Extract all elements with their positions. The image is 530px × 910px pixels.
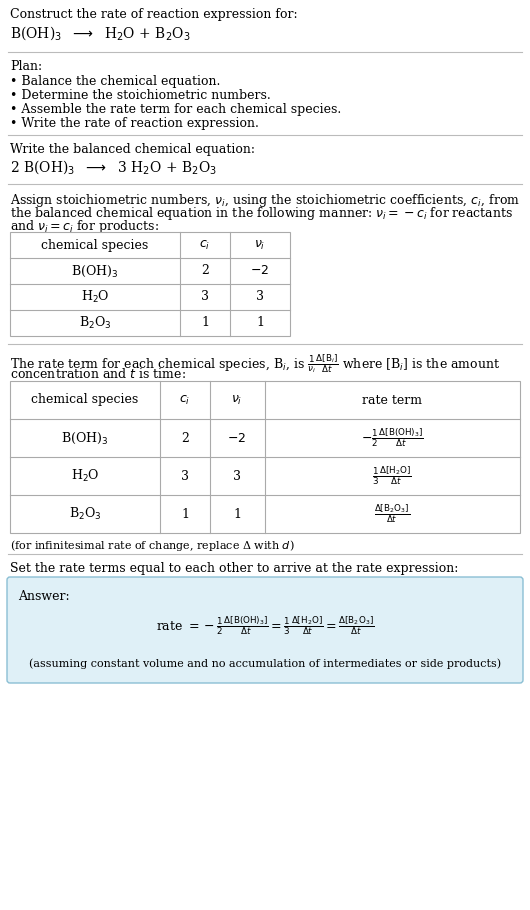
Text: Answer:: Answer: bbox=[18, 590, 69, 603]
Text: 1: 1 bbox=[201, 317, 209, 329]
Text: (for infinitesimal rate of change, replace Δ with $d$): (for infinitesimal rate of change, repla… bbox=[10, 538, 295, 553]
Bar bbox=[10, 232, 290, 336]
Text: 3: 3 bbox=[181, 470, 189, 482]
Text: B(OH)$_3$: B(OH)$_3$ bbox=[61, 430, 109, 446]
Text: H$_2$O: H$_2$O bbox=[70, 468, 99, 484]
Text: $c_i$: $c_i$ bbox=[179, 393, 191, 407]
Text: • Assemble the rate term for each chemical species.: • Assemble the rate term for each chemic… bbox=[10, 103, 341, 116]
Text: $\nu_i$: $\nu_i$ bbox=[231, 393, 243, 407]
Text: chemical species: chemical species bbox=[31, 393, 139, 407]
Text: chemical species: chemical species bbox=[41, 238, 148, 251]
Text: rate $= -\frac{1}{2}\frac{\Delta[{\rm B(OH)_3}]}{\Delta t} = \frac{1}{3}\frac{\D: rate $= -\frac{1}{2}\frac{\Delta[{\rm B(… bbox=[156, 614, 374, 637]
Text: B$_2$O$_3$: B$_2$O$_3$ bbox=[79, 315, 111, 331]
Text: $-2$: $-2$ bbox=[227, 431, 246, 444]
Bar bbox=[10, 381, 520, 533]
Text: $c_i$: $c_i$ bbox=[199, 238, 210, 251]
Text: B$_2$O$_3$: B$_2$O$_3$ bbox=[69, 506, 101, 522]
Text: Write the balanced chemical equation:: Write the balanced chemical equation: bbox=[10, 143, 255, 156]
Text: Assign stoichiometric numbers, $\nu_i$, using the stoichiometric coefficients, $: Assign stoichiometric numbers, $\nu_i$, … bbox=[10, 192, 520, 209]
Text: 3: 3 bbox=[256, 290, 264, 304]
Text: 3: 3 bbox=[233, 470, 241, 482]
Text: Plan:: Plan: bbox=[10, 60, 42, 73]
Text: 1: 1 bbox=[181, 508, 189, 521]
Text: 2: 2 bbox=[181, 431, 189, 444]
Text: concentration and $t$ is time:: concentration and $t$ is time: bbox=[10, 367, 186, 381]
FancyBboxPatch shape bbox=[7, 577, 523, 683]
Text: The rate term for each chemical species, B$_i$, is $\frac{1}{\nu_i}\frac{\Delta[: The rate term for each chemical species,… bbox=[10, 352, 500, 375]
Text: H$_2$O: H$_2$O bbox=[81, 289, 109, 305]
Text: rate term: rate term bbox=[362, 393, 422, 407]
Text: (assuming constant volume and no accumulation of intermediates or side products): (assuming constant volume and no accumul… bbox=[29, 659, 501, 669]
Text: $-\frac{1}{2}\frac{\Delta[{\rm B(OH)_3}]}{\Delta t}$: $-\frac{1}{2}\frac{\Delta[{\rm B(OH)_3}]… bbox=[360, 427, 423, 450]
Text: Set the rate terms equal to each other to arrive at the rate expression:: Set the rate terms equal to each other t… bbox=[10, 562, 458, 575]
Text: Construct the rate of reaction expression for:: Construct the rate of reaction expressio… bbox=[10, 8, 298, 21]
Text: $\frac{1}{3}\frac{\Delta[{\rm H_2O}]}{\Delta t}$: $\frac{1}{3}\frac{\Delta[{\rm H_2O}]}{\D… bbox=[372, 465, 412, 488]
Text: and $\nu_i = c_i$ for products:: and $\nu_i = c_i$ for products: bbox=[10, 218, 159, 235]
Text: 3: 3 bbox=[201, 290, 209, 304]
Text: $-2$: $-2$ bbox=[251, 265, 270, 278]
Text: • Write the rate of reaction expression.: • Write the rate of reaction expression. bbox=[10, 117, 259, 130]
Text: • Determine the stoichiometric numbers.: • Determine the stoichiometric numbers. bbox=[10, 89, 271, 102]
Text: $\frac{\Delta[{\rm B_2O_3}]}{\Delta t}$: $\frac{\Delta[{\rm B_2O_3}]}{\Delta t}$ bbox=[374, 502, 410, 525]
Text: 1: 1 bbox=[256, 317, 264, 329]
Text: $\nu_i$: $\nu_i$ bbox=[254, 238, 266, 251]
Text: • Balance the chemical equation.: • Balance the chemical equation. bbox=[10, 75, 220, 88]
Text: 1: 1 bbox=[233, 508, 241, 521]
Text: 2 B(OH)$_3$  $\longrightarrow$  3 H$_2$O + B$_2$O$_3$: 2 B(OH)$_3$ $\longrightarrow$ 3 H$_2$O +… bbox=[10, 158, 217, 176]
Text: the balanced chemical equation in the following manner: $\nu_i = -c_i$ for react: the balanced chemical equation in the fo… bbox=[10, 205, 513, 222]
Text: 2: 2 bbox=[201, 265, 209, 278]
Text: B(OH)$_3$: B(OH)$_3$ bbox=[72, 263, 119, 278]
Text: B(OH)$_3$  $\longrightarrow$  H$_2$O + B$_2$O$_3$: B(OH)$_3$ $\longrightarrow$ H$_2$O + B$_… bbox=[10, 24, 191, 42]
